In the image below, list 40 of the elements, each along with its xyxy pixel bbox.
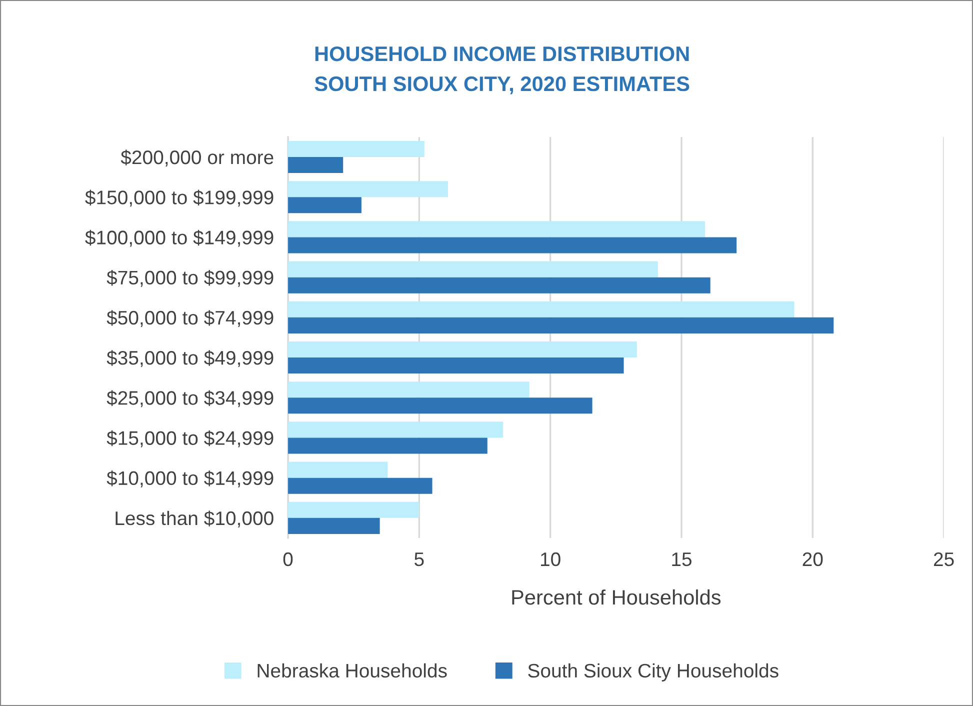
- bar: [288, 462, 388, 478]
- bar: [288, 518, 380, 534]
- bar: [288, 301, 794, 318]
- bar: [288, 181, 448, 198]
- bar: [288, 237, 737, 254]
- legend-label: South Sioux City Households: [528, 663, 778, 682]
- x-tick-label: 25: [934, 552, 954, 566]
- bar: [288, 157, 344, 174]
- x-tick-label: 5: [414, 552, 424, 566]
- bar: [288, 317, 834, 334]
- y-tick-label: Less than $10,000: [116, 510, 274, 528]
- bar: [288, 438, 488, 454]
- bar: [288, 358, 624, 374]
- x-tick-label: 20: [802, 552, 823, 566]
- x-tick-label: 0: [283, 552, 293, 566]
- bar: [288, 478, 432, 494]
- y-tick-label: $150,000 to $199,999: [85, 190, 274, 207]
- y-tick-label: $200,000 or more: [120, 150, 274, 167]
- y-tick-label: $25,000 to $34,999: [106, 390, 274, 408]
- bar: [288, 277, 710, 294]
- bar: [288, 261, 658, 278]
- y-tick-label: $35,000 to $49,999: [106, 350, 274, 368]
- bar: [288, 221, 706, 238]
- y-tick-label: $15,000 to $24,999: [106, 430, 274, 448]
- x-axis-title: Percent of Households: [512, 589, 721, 605]
- bar: [288, 398, 592, 414]
- y-tick-label: $10,000 to $14,999: [106, 470, 274, 488]
- bar: [288, 422, 504, 438]
- bar: [288, 382, 530, 398]
- bar: [288, 502, 420, 518]
- chart-title: HOUSEHOLD INCOME DISTRIBUTION SOUTH SIOUX CITY, 2020 ESTIMATES: [314, 46, 690, 94]
- x-tick-label: 15: [672, 552, 692, 566]
- bar: [288, 140, 424, 158]
- y-tick-label: $50,000 to $74,999: [106, 310, 274, 327]
- legend-label: Nebraska Households: [258, 663, 447, 678]
- bar: [288, 341, 637, 358]
- bar: [288, 197, 362, 214]
- x-tick-label: 10: [541, 552, 560, 566]
- y-tick-label: $100,000 to $149,999: [85, 230, 274, 247]
- y-tick-label: $75,000 to $99,999: [106, 270, 274, 287]
